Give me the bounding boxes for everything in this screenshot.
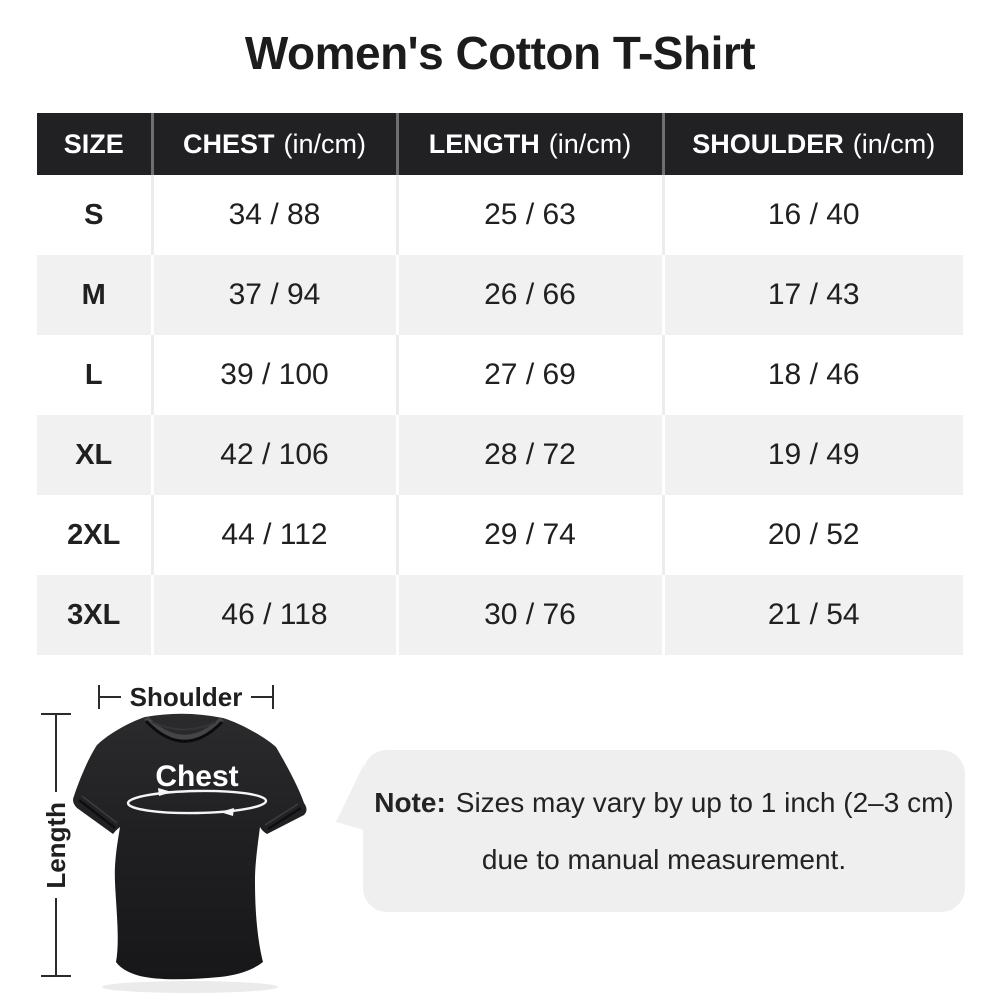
size-table: SIZE CHEST (in/cm) LENGTH (in/cm) SHOULDER…	[37, 113, 963, 655]
length-cell: 28 / 72	[397, 415, 665, 495]
length-label: Length	[40, 801, 71, 889]
measure-tick	[272, 685, 275, 709]
measure-line	[251, 696, 273, 698]
size-cell: 3XL	[37, 575, 154, 655]
size-cell: 2XL	[37, 495, 154, 575]
measure-line	[55, 898, 57, 975]
shoulder-cell: 18 / 46	[663, 335, 963, 415]
table-row: 2XL 44 / 112 29 / 74 20 / 52	[37, 495, 963, 575]
shoulder-label: Shoulder	[129, 681, 243, 712]
length-cell: 30 / 76	[397, 575, 665, 655]
measure-tick	[41, 713, 71, 715]
column-header-length: LENGTH (in/cm)	[397, 113, 665, 175]
note-text-line1: Note: Sizes may vary by up to 1 inch (2–3…	[363, 774, 965, 831]
shoulder-cell: 19 / 49	[663, 415, 963, 495]
chest-arrow-right	[158, 788, 172, 796]
column-header-chest: CHEST (in/cm)	[152, 113, 399, 175]
chest-cell: 44 / 112	[152, 495, 399, 575]
shirt-shadow	[102, 981, 278, 993]
chest-cell: 34 / 88	[152, 175, 399, 255]
chest-cell: 46 / 118	[152, 575, 399, 655]
note-bubble-tail	[336, 764, 364, 830]
measure-line	[55, 715, 57, 792]
table-row: M 37 / 94 26 / 66 17 / 43	[37, 255, 963, 335]
column-header-shoulder: SHOULDER (in/cm)	[663, 113, 963, 175]
size-cell: M	[37, 255, 154, 335]
table-row: L 39 / 100 27 / 69 18 / 46	[37, 335, 963, 415]
shoulder-cell: 17 / 43	[663, 255, 963, 335]
note-line1: Sizes may vary by up to 1 inch (2–3 cm)	[455, 787, 954, 818]
shirt-body	[73, 713, 307, 980]
table-header-row: SIZE CHEST (in/cm) LENGTH (in/cm) SHOULDER…	[37, 113, 963, 175]
shoulder-cell: 20 / 52	[663, 495, 963, 575]
table-row: S 34 / 88 25 / 63 16 / 40	[37, 175, 963, 255]
measure-tick	[98, 685, 100, 709]
collar-shadow	[144, 719, 224, 743]
length-cell: 26 / 66	[397, 255, 665, 335]
column-header-size: SIZE	[37, 113, 154, 175]
collar-rib	[144, 716, 224, 740]
chest-cell: 37 / 94	[152, 255, 399, 335]
length-cell: 25 / 63	[397, 175, 665, 255]
size-cell: L	[37, 335, 154, 415]
length-measure-marker: Length	[41, 713, 71, 977]
note-prefix: Note:	[374, 787, 446, 818]
shoulder-cell: 21 / 54	[663, 575, 963, 655]
measure-line	[100, 696, 121, 698]
note-bubble: Note: Sizes may vary by up to 1 inch (2–3…	[336, 750, 965, 912]
note-text-line2: due to manual measurement.	[481, 844, 847, 875]
shoulder-cell: 16 / 40	[663, 175, 963, 255]
length-cell: 29 / 74	[397, 495, 665, 575]
size-cell: XL	[37, 415, 154, 495]
table-row: XL 42 / 106 28 / 72 19 / 49	[37, 415, 963, 495]
chest-arrow-left	[220, 808, 234, 816]
collar-back	[151, 721, 217, 731]
length-cell: 27 / 69	[397, 335, 665, 415]
chest-cell: 42 / 106	[152, 415, 399, 495]
table-row: 3XL 46 / 118 30 / 76 21 / 54	[37, 575, 963, 655]
left-cuff-fold	[78, 799, 116, 829]
size-cell: S	[37, 175, 154, 255]
right-cuff-highlight	[264, 803, 299, 826]
chest-measure-ellipse	[126, 788, 268, 816]
measure-tick	[41, 975, 71, 977]
tshirt-image	[73, 713, 307, 993]
left-cuff-highlight	[81, 795, 118, 824]
chest-cell: 39 / 100	[152, 335, 399, 415]
chest-label: Chest	[155, 760, 239, 793]
page-title: Women's Cotton T-Shirt	[244, 27, 756, 79]
right-cuff-fold	[267, 806, 302, 831]
shoulder-measure-marker: Shoulder	[98, 681, 275, 712]
